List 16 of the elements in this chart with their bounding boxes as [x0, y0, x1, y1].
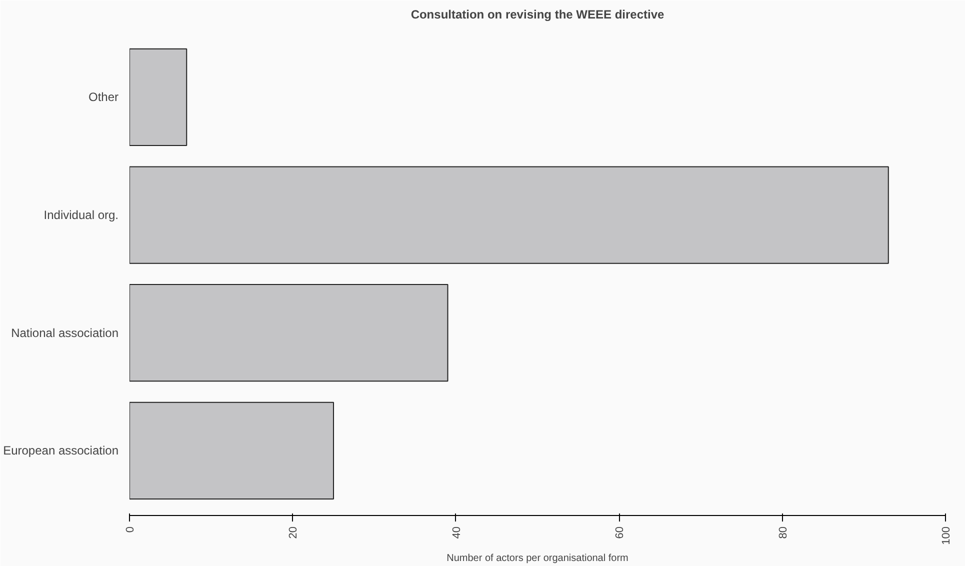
y-tick-label: Other — [88, 90, 119, 104]
x-tick-label: 40 — [450, 526, 463, 539]
x-axis-title: Number of actors per organisational form — [446, 552, 628, 564]
y-tick-label: Individual org. — [44, 208, 119, 222]
x-tick-label: 60 — [614, 526, 626, 539]
chart-title: Consultation on revising the WEEE directive — [410, 8, 665, 22]
x-tick-label: 80 — [777, 526, 790, 539]
x-tick-label: 20 — [288, 526, 300, 539]
bar — [130, 166, 889, 264]
bar — [130, 284, 448, 382]
x-tick-label: 100 — [940, 526, 952, 545]
y-tick-label: National association — [11, 326, 119, 340]
bar — [130, 402, 334, 500]
x-tick-label: 0 — [124, 526, 136, 533]
y-tick-label: European association — [3, 444, 119, 458]
bar — [130, 48, 188, 146]
